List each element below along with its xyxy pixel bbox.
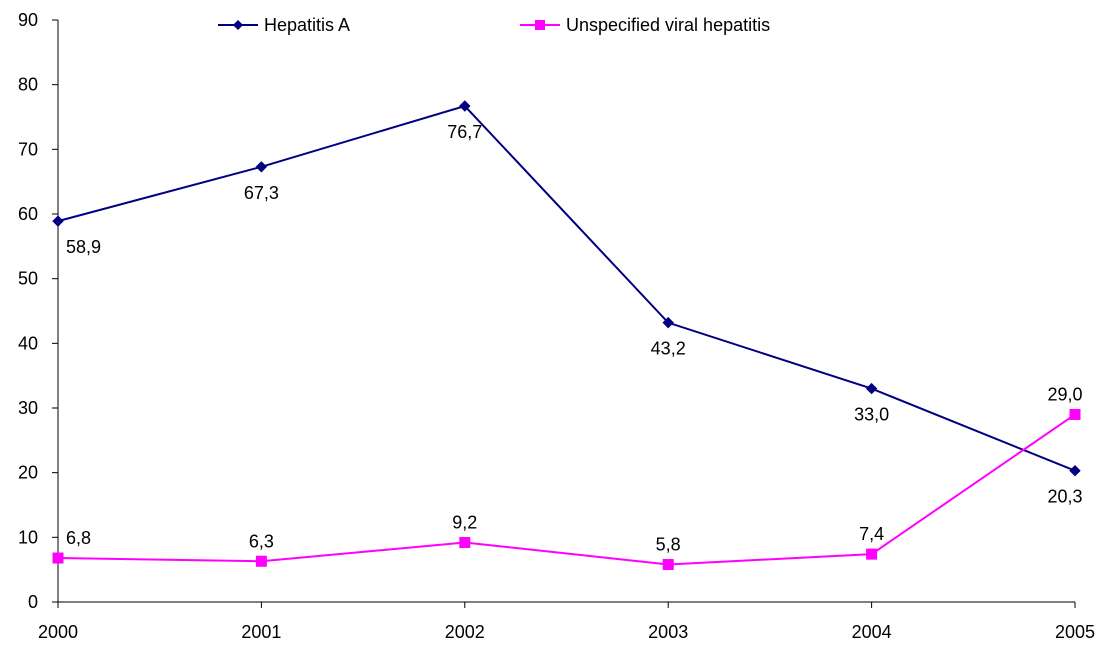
x-tick-label: 2002 xyxy=(445,622,485,642)
legend-marker xyxy=(535,20,545,30)
data-label: 67,3 xyxy=(244,183,279,203)
data-label: 76,7 xyxy=(447,122,482,142)
data-point xyxy=(662,558,674,570)
x-tick-label: 2000 xyxy=(38,622,78,642)
legend-label: Unspecified viral hepatitis xyxy=(566,15,770,35)
legend-label: Hepatitis A xyxy=(264,15,350,35)
y-tick-label: 80 xyxy=(18,75,38,95)
data-point xyxy=(459,100,471,112)
y-tick-label: 0 xyxy=(28,592,38,612)
data-point xyxy=(255,555,267,567)
data-label: 58,9 xyxy=(66,237,101,257)
data-point xyxy=(52,215,64,227)
data-point xyxy=(459,537,471,549)
series-0: 58,9 67,3 76,7 43,2 33,0 20,3 xyxy=(52,100,1083,507)
x-tick-label: 2004 xyxy=(852,622,892,642)
data-point xyxy=(1069,408,1081,420)
data-label: 5,8 xyxy=(656,534,681,554)
data-label: 33,0 xyxy=(854,405,889,425)
data-label: 43,2 xyxy=(651,339,686,359)
data-label: 20,3 xyxy=(1047,487,1082,507)
data-point xyxy=(1069,465,1081,477)
legend-item: Unspecified viral hepatitis xyxy=(520,15,770,35)
x-tick-label: 2003 xyxy=(648,622,688,642)
data-label: 7,4 xyxy=(859,524,884,544)
y-tick-label: 20 xyxy=(18,463,38,483)
data-point xyxy=(865,382,878,395)
data-point xyxy=(52,552,64,564)
series-1: 6,8 6,3 9,2 5,8 7,4 29,0 xyxy=(52,384,1083,570)
chart-axes: 0 10 20 30 40 50 60 70 80 90 2000 2001 2002 2003 2004 2… xyxy=(18,10,1095,642)
legend-marker xyxy=(233,20,243,30)
chart-series: 58,9 67,3 76,7 43,2 33,0 20,3 6,8 6,3 9,2 5,8 7,4 2… xyxy=(52,100,1083,570)
data-point xyxy=(255,161,268,173)
chart-legend: Hepatitis A Unspecified viral hepatitis xyxy=(218,15,770,35)
y-tick-label: 40 xyxy=(18,333,38,353)
data-point xyxy=(866,548,878,560)
y-tick-label: 90 xyxy=(18,10,38,30)
series-line xyxy=(57,413,1076,566)
series-line xyxy=(57,104,1076,472)
data-label: 9,2 xyxy=(452,513,477,533)
data-point xyxy=(662,316,674,329)
y-tick-label: 50 xyxy=(18,269,38,289)
data-label: 6,8 xyxy=(66,528,91,548)
x-tick-label: 2001 xyxy=(241,622,281,642)
x-tick-label: 2005 xyxy=(1055,622,1095,642)
y-tick-label: 70 xyxy=(18,139,38,159)
data-label: 6,3 xyxy=(249,531,274,551)
data-label: 29,0 xyxy=(1047,384,1082,404)
y-tick-label: 10 xyxy=(18,527,38,547)
y-tick-label: 30 xyxy=(18,398,38,418)
y-tick-label: 60 xyxy=(18,204,38,224)
legend-item: Hepatitis A xyxy=(218,15,350,35)
